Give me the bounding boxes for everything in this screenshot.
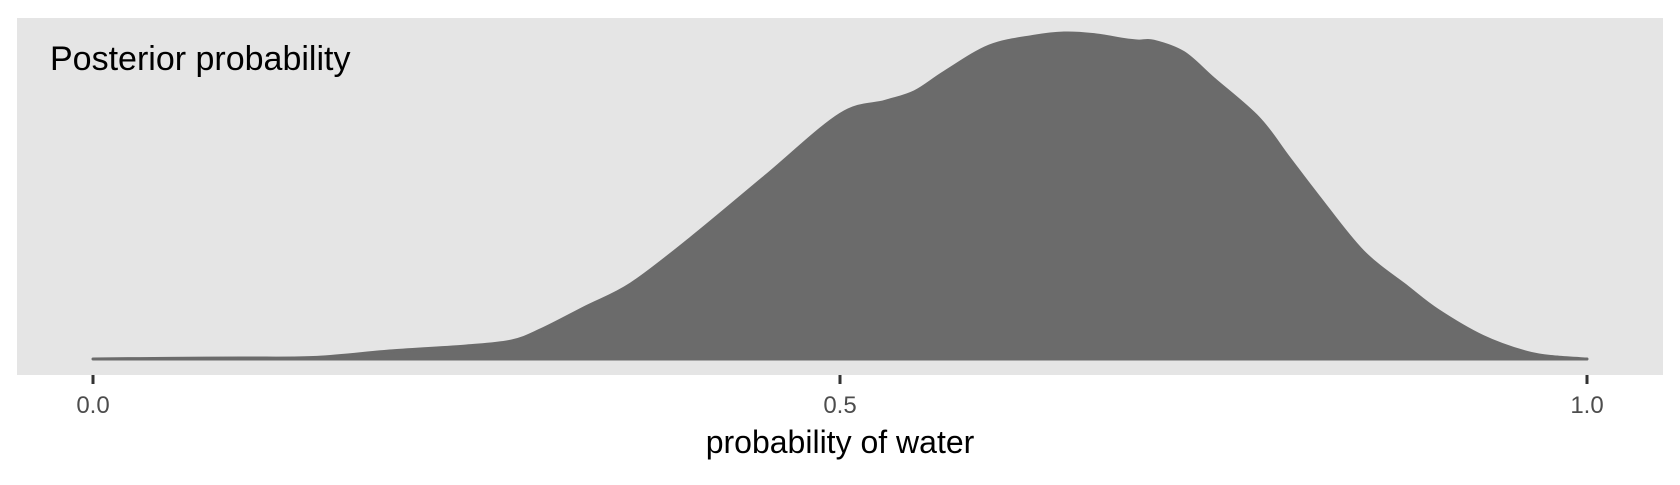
x-axis-title: probability of water [705, 424, 975, 460]
x-tick-label-0: 0.0 [76, 392, 110, 419]
density-area [91, 31, 1589, 361]
x-tick-label-1: 0.5 [823, 392, 857, 419]
chart-title: Posterior probability [50, 40, 351, 78]
x-axis-ticks [91, 375, 1589, 384]
x-tick-label-2: 1.0 [1570, 392, 1604, 419]
